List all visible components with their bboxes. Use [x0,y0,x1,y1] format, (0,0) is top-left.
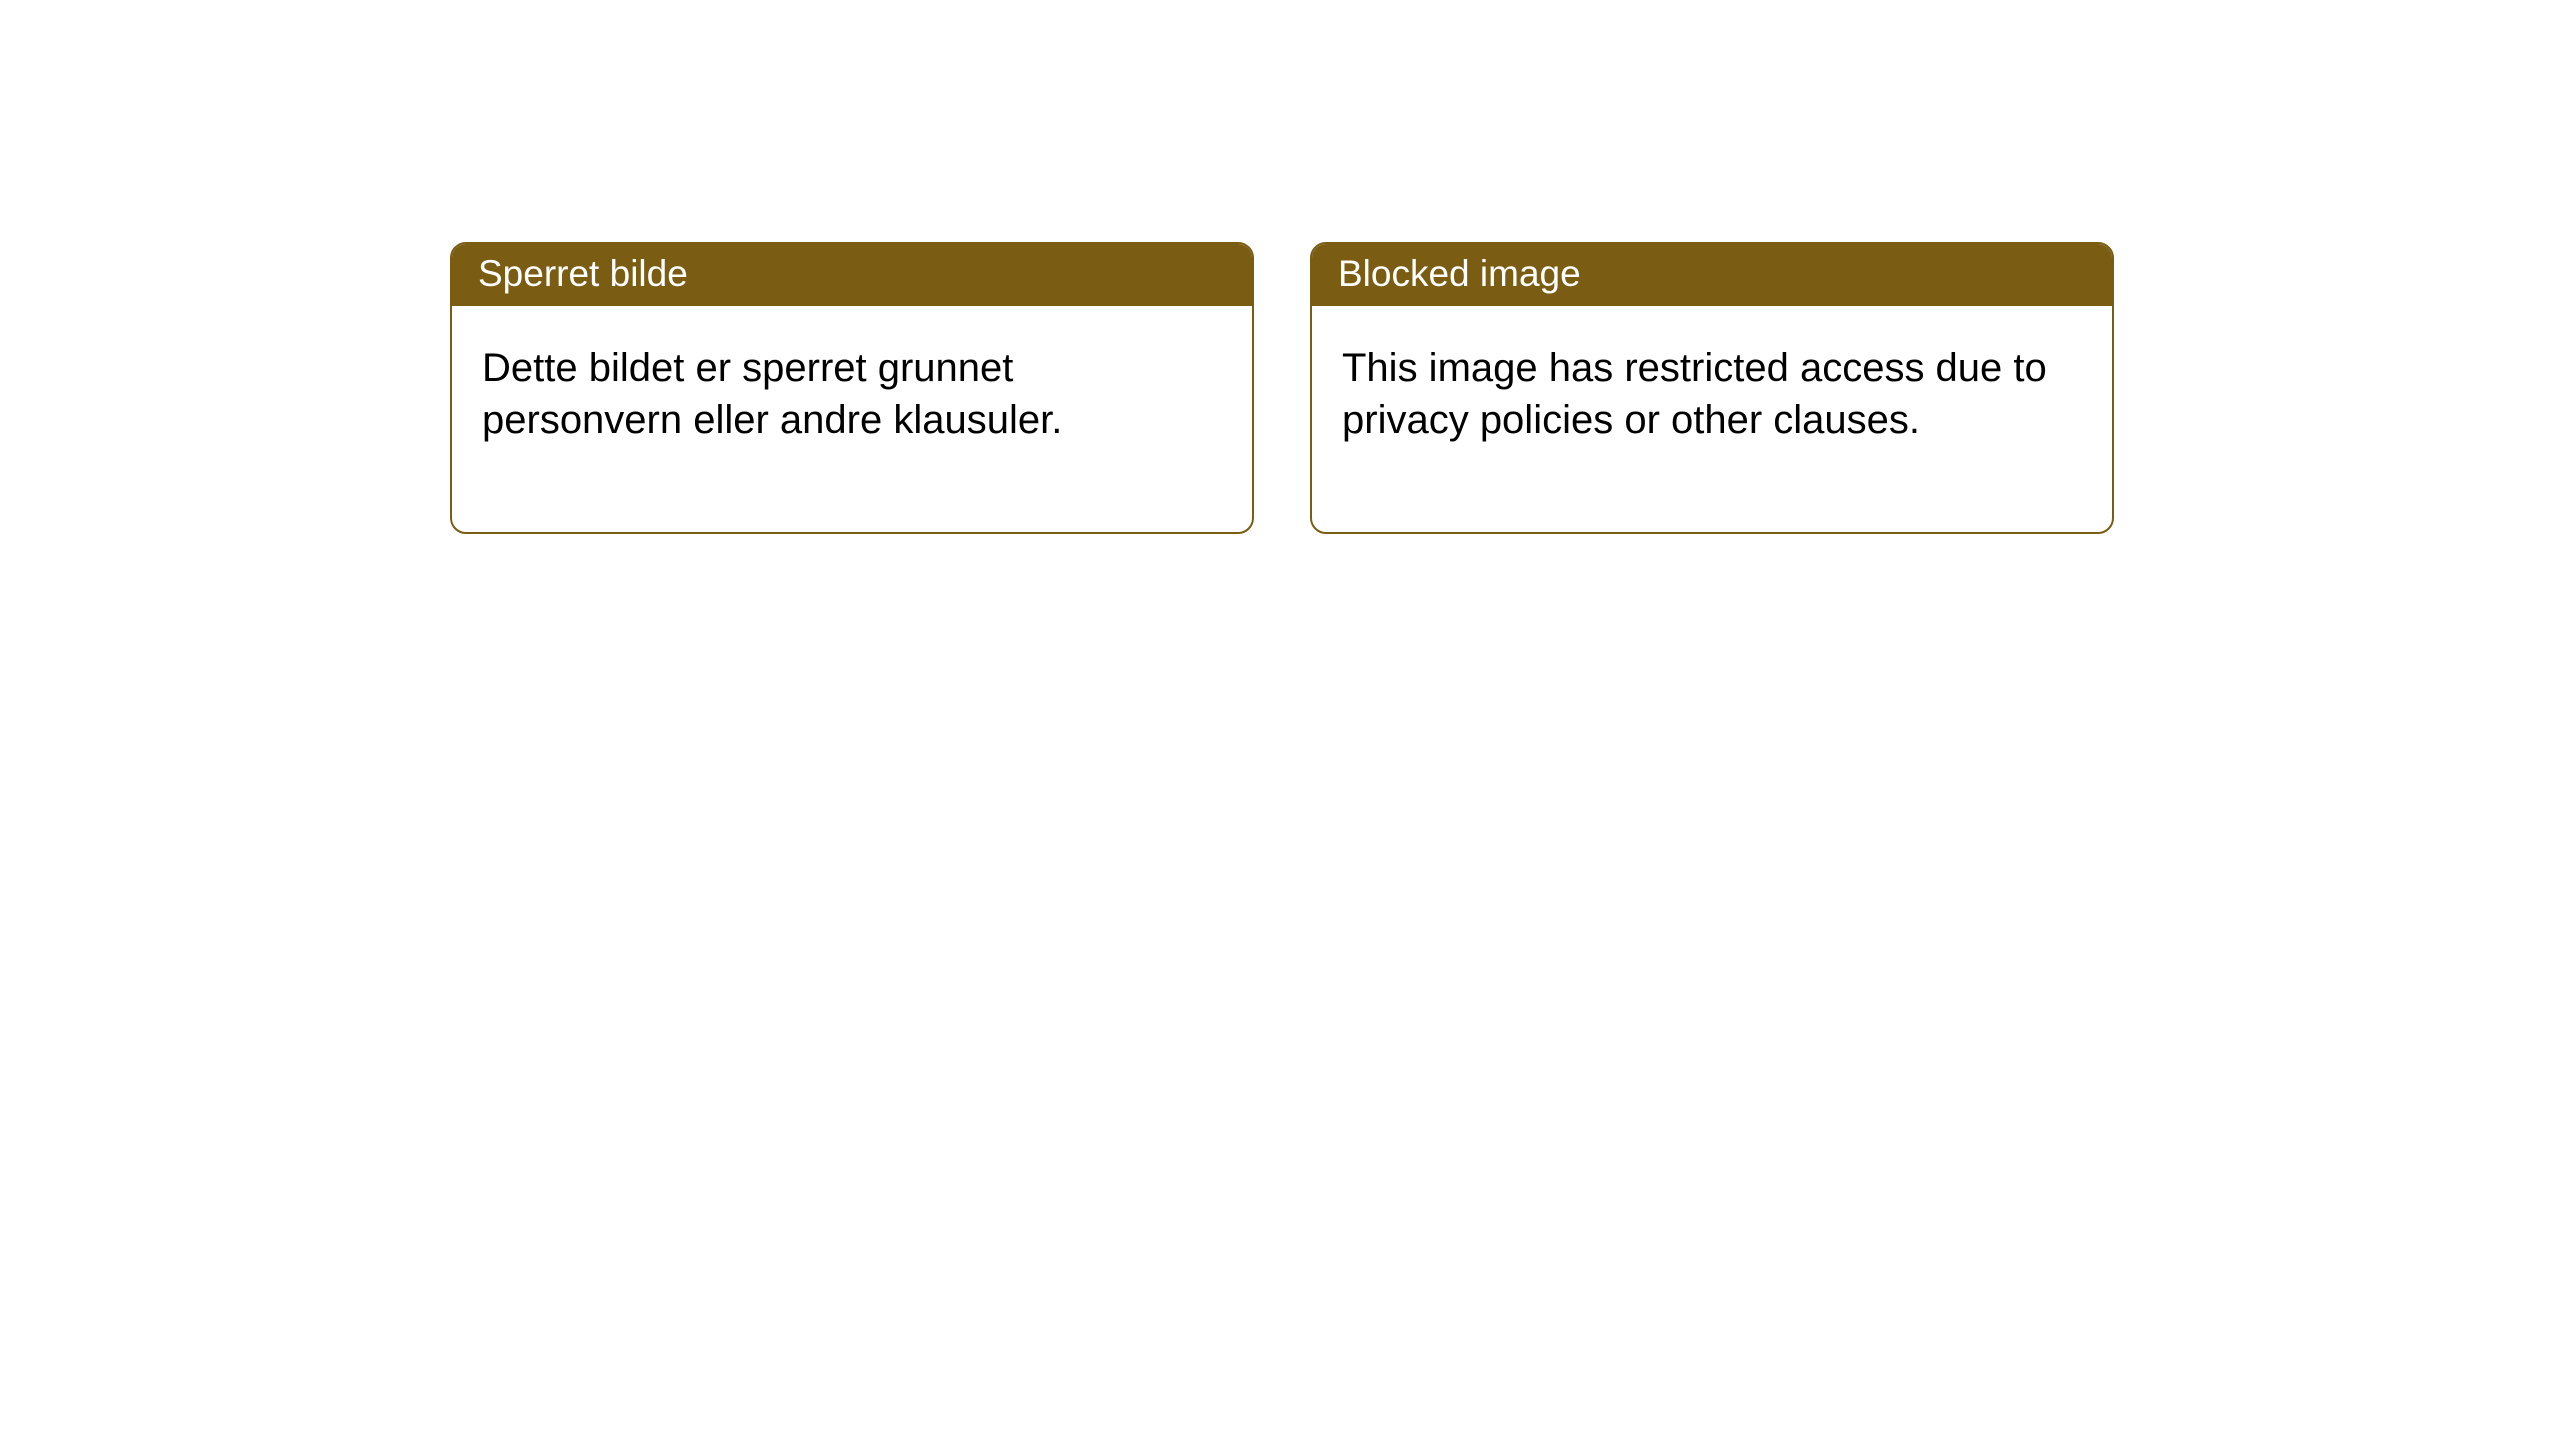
notice-title-en: Blocked image [1312,244,2112,306]
notice-card-no: Sperret bilde Dette bildet er sperret gr… [450,242,1254,534]
notice-container: Sperret bilde Dette bildet er sperret gr… [0,0,2560,534]
notice-body-no: Dette bildet er sperret grunnet personve… [452,306,1252,532]
notice-card-en: Blocked image This image has restricted … [1310,242,2114,534]
notice-body-en: This image has restricted access due to … [1312,306,2112,532]
notice-title-no: Sperret bilde [452,244,1252,306]
